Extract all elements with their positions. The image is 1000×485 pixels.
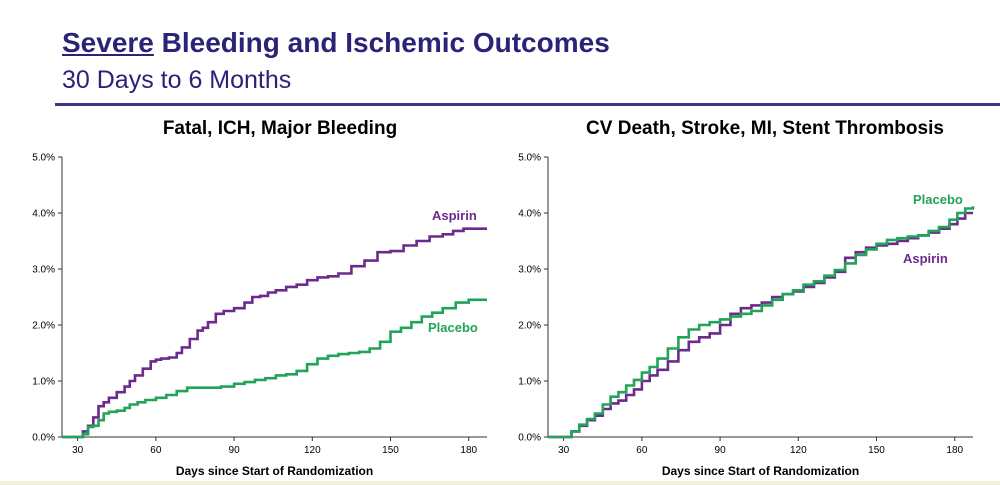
y-tick-label: 5.0% xyxy=(32,153,55,164)
y-tick-label: 2.0% xyxy=(32,321,55,332)
slide-title-emphasis: Severe xyxy=(62,27,154,58)
series-label-aspirin: Aspirin xyxy=(903,251,948,266)
slide-title: Severe Bleeding and Ischemic Outcomes xyxy=(62,26,610,60)
bleeding-chart: 0.0% 1.0% 2.0% 3.0% 4.0% 5.0% 30 60 90 120 150 180 D… xyxy=(32,153,487,478)
x-tick-label: 60 xyxy=(636,445,648,456)
x-tick-label: 180 xyxy=(460,445,477,456)
y-tick-label: 1.0% xyxy=(32,377,55,388)
footer-band xyxy=(0,481,1000,485)
x-tick-label: 30 xyxy=(558,445,570,456)
x-tick-label: 150 xyxy=(868,445,885,456)
y-tick-label: 3.0% xyxy=(32,265,55,276)
y-tick-label: 1.0% xyxy=(518,377,541,388)
y-tick-label: 4.0% xyxy=(32,209,55,220)
x-axis-label: Days since Start of Randomization xyxy=(662,464,859,478)
ischemic-chart: 0.0% 1.0% 2.0% 3.0% 4.0% 5.0% 30 60 90 120 150 180 D… xyxy=(518,153,975,478)
series-label-placebo: Placebo xyxy=(428,320,478,335)
y-tick-label: 3.0% xyxy=(518,265,541,276)
slide-subtitle: 30 Days to 6 Months xyxy=(62,66,292,94)
x-tick-label: 150 xyxy=(382,445,399,456)
y-tick-label: 4.0% xyxy=(518,209,541,220)
x-tick-label: 90 xyxy=(229,445,241,456)
series-line-aspirin xyxy=(548,211,973,439)
y-tick-label: 5.0% xyxy=(518,153,541,164)
chart-title-bleeding: Fatal, ICH, Major Bleeding xyxy=(162,118,398,139)
series-label-placebo: Placebo xyxy=(913,192,963,207)
x-tick-label: 30 xyxy=(72,445,84,456)
x-tick-label: 90 xyxy=(715,445,727,456)
title-divider xyxy=(55,103,1000,106)
y-tick-label: 2.0% xyxy=(518,321,541,332)
series-line-placebo xyxy=(548,206,975,439)
series-label-aspirin: Aspirin xyxy=(432,208,477,223)
series-line-placebo xyxy=(62,298,487,439)
x-tick-label: 120 xyxy=(304,445,321,456)
x-tick-label: 120 xyxy=(790,445,807,456)
x-tick-label: 60 xyxy=(150,445,162,456)
series-line-aspirin xyxy=(62,227,487,439)
y-tick-label: 0.0% xyxy=(32,433,55,444)
y-tick-label: 0.0% xyxy=(518,433,541,444)
chart-title-ischemic: CV Death, Stroke, MI, Stent Thrombosis xyxy=(586,118,944,139)
x-axis-label: Days since Start of Randomization xyxy=(176,464,373,478)
slide-title-rest: Bleeding and Ischemic Outcomes xyxy=(153,27,610,58)
x-tick-label: 180 xyxy=(946,445,963,456)
